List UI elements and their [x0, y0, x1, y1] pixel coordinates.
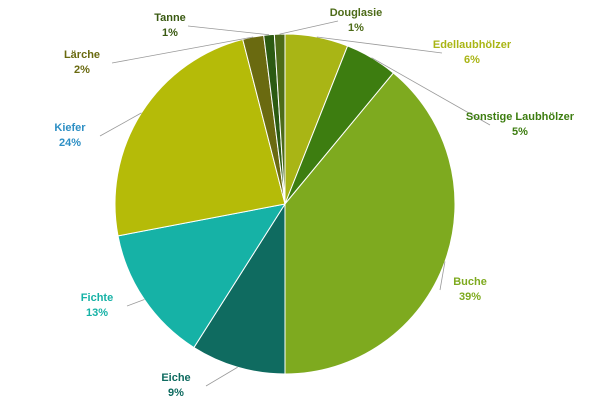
- slice-label: Lärche: [64, 49, 100, 61]
- slice-value: 39%: [459, 291, 481, 303]
- leader-line: [205, 366, 238, 387]
- slice-label: Sonstige Laubhölzer: [466, 111, 575, 123]
- slice-label: Kiefer: [54, 122, 86, 134]
- slice-label: Eiche: [161, 372, 190, 384]
- pie-slice: [284, 72, 456, 375]
- pie-slice: [117, 203, 287, 349]
- leader-line: [187, 25, 270, 36]
- leader-line: [279, 20, 339, 35]
- leader-line: [126, 299, 145, 307]
- slice-value: 1%: [162, 27, 178, 39]
- slice-value: 6%: [464, 54, 480, 66]
- slice-value: 2%: [74, 64, 90, 76]
- leader-line: [371, 57, 491, 126]
- leader-line: [111, 36, 254, 64]
- slice-label: Buche: [453, 276, 487, 288]
- leader-line: [439, 261, 446, 291]
- slice-value: 1%: [348, 22, 364, 34]
- leader-line: [99, 112, 142, 137]
- slice-label: Edellaubhölzer: [433, 39, 512, 51]
- leader-line: [316, 36, 443, 54]
- slice-label: Douglasie: [330, 7, 383, 19]
- slice-value: 9%: [168, 387, 184, 399]
- slice-label: Tanne: [154, 12, 186, 24]
- slice-value: 13%: [86, 307, 108, 319]
- slice-value: 5%: [512, 126, 528, 138]
- slice-label: Fichte: [81, 292, 113, 304]
- pie-slice: [193, 202, 286, 375]
- slice-value: 24%: [59, 137, 81, 149]
